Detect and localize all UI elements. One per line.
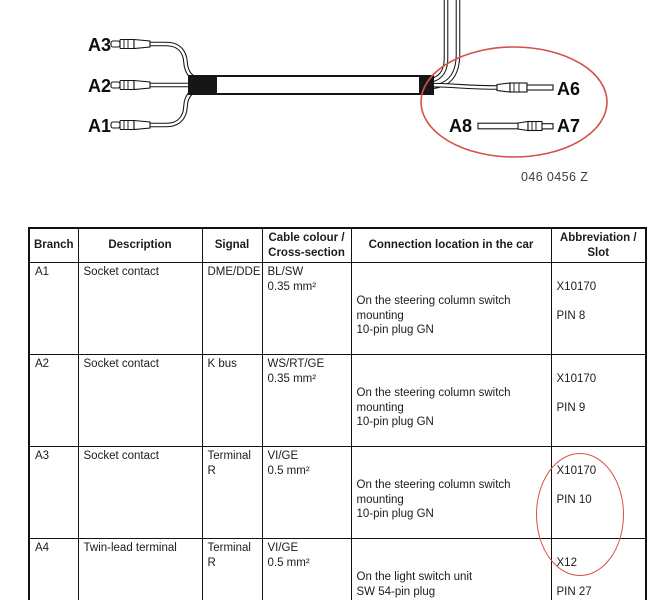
col-header-abbreviation: Abbreviation / Slot [550,227,647,263]
terminal-a6 [496,82,554,93]
table-row-a4: A4 Twin-lead terminal Terminal R VI/GE 0… [28,538,647,600]
cell-signal: Terminal R [201,446,263,539]
connection-text: On the steering column switch mounting 1… [356,295,511,336]
cell-description: Twin-lead terminal [77,538,203,600]
cable-sleeve [188,75,434,95]
col-header-branch: Branch [28,227,79,263]
cell-signal: K bus [201,354,263,447]
slot-text: PIN 9 [556,401,586,414]
wire-a3 [150,41,205,83]
cell-cable: VI/GE 0.5 mm² [261,446,352,539]
cell-branch: A4 [28,538,79,600]
terminal-a2 [110,79,151,91]
table-row-a3: A3 Socket contact Terminal R VI/GE 0.5 m… [28,446,647,539]
branch-connection-table: Branch Description Signal Cable colour /… [28,227,647,600]
slot-text: PIN 27 [556,585,592,598]
col-header-signal: Signal [201,227,263,263]
top-wires [423,0,461,90]
wire-a8 [477,122,521,130]
branch-label-a3: A3 [88,35,111,55]
cell-cable: VI/GE 0.5 mm² [261,538,352,600]
branch-label-a2: A2 [88,76,111,96]
cell-description: Socket contact [77,354,203,447]
cell-signal: DME/DDE [201,262,263,355]
connection-text: On the light switch unit SW 54-pin plug [356,571,473,598]
slot-text: PIN 8 [556,309,586,322]
cell-branch: A2 [28,354,79,447]
harness-diagram: A3 A2 A1 A6 A8 A7 046 0456 Z [88,0,608,184]
table-row-a1: A1 Socket contact DME/DDE BL/SW 0.35 mm²… [28,262,647,355]
connection-text: On the steering column switch mounting 1… [356,387,511,428]
table-header-row: Branch Description Signal Cable colour /… [28,227,647,263]
cell-description: Socket contact [77,262,203,355]
terminal-a1 [110,119,151,131]
slot-text: PIN 10 [556,493,592,506]
terminal-a3 [110,38,151,50]
branch-label-a8: A8 [449,116,472,136]
abbreviation-text: X10170 [556,280,597,293]
cell-abbreviation: X12 PIN 27 [550,538,647,600]
cell-cable: WS/RT/GE 0.35 mm² [261,354,352,447]
connection-text: On the steering column switch mounting 1… [356,479,511,520]
cell-connection: On the light switch unit SW 54-pin plug [350,538,552,600]
terminal-a7 [517,120,554,132]
table-row-a2: A2 Socket contact K bus WS/RT/GE 0.35 mm… [28,354,647,447]
cell-abbreviation: X10170 PIN 10 [550,446,647,539]
branch-label-a1: A1 [88,116,111,136]
highlight-ellipse-diagram [420,46,608,158]
col-header-connection: Connection location in the car [350,227,552,263]
abbreviation-text: X10170 [556,464,597,477]
col-header-description: Description [77,227,203,263]
cell-cable: BL/SW 0.35 mm² [261,262,352,355]
cell-description: Socket contact [77,446,203,539]
figure-number: 046 0456 Z [521,170,588,184]
sleeve-left-cap [190,77,217,93]
cell-connection: On the steering column switch mounting 1… [350,354,552,447]
cell-branch: A1 [28,262,79,355]
col-header-cable: Cable colour / Cross-section [261,227,352,263]
cell-connection: On the steering column switch mounting 1… [350,446,552,539]
cell-branch: A3 [28,446,79,539]
cell-connection: On the steering column switch mounting 1… [350,262,552,355]
branch-label-a7: A7 [557,116,580,136]
wire-a6 [423,82,501,90]
abbreviation-text: X12 [556,556,577,569]
branch-label-a6: A6 [557,79,580,99]
abbreviation-text: X10170 [556,372,597,385]
cell-abbreviation: X10170 PIN 8 [550,262,647,355]
cell-signal: Terminal R [201,538,263,600]
cell-abbreviation: X10170 PIN 9 [550,354,647,447]
